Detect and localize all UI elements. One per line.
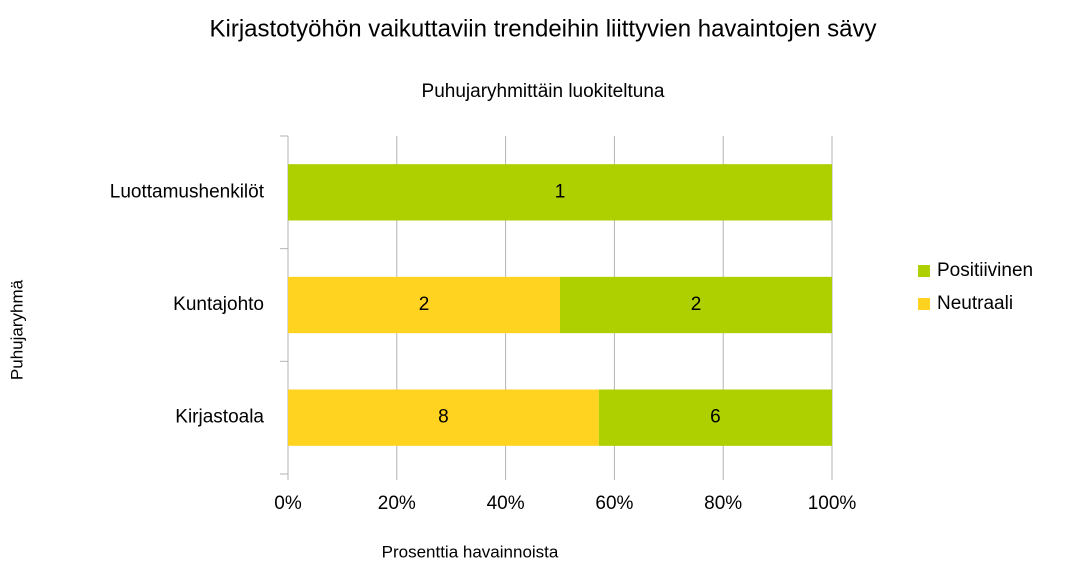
y-tick-label: Kirjastoala	[175, 407, 264, 428]
x-tick-label: 60%	[595, 493, 633, 514]
legend-label: Positiivinen	[937, 260, 1033, 281]
x-tick-label: 100%	[808, 493, 857, 514]
y-tick-label: Kuntajohto	[173, 294, 264, 315]
bar-segment	[288, 164, 832, 221]
x-tick-label: 20%	[378, 493, 416, 514]
data-label: 6	[710, 407, 721, 428]
bar-segment	[288, 276, 560, 334]
y-axis-label: Puhujaryhmä	[7, 279, 26, 380]
bar-segment	[560, 276, 832, 334]
chart-subtitle: Puhujaryhmittäin luokiteltuna	[422, 81, 665, 102]
x-tick-label: 80%	[704, 493, 742, 514]
bar-segment	[598, 389, 832, 446]
x-tick-label: 40%	[487, 493, 525, 514]
data-label: 1	[555, 181, 566, 202]
bar-segment	[288, 389, 599, 446]
data-label: 2	[691, 294, 702, 315]
data-label: 8	[438, 407, 449, 428]
y-tick-label: Luottamushenkilöt	[110, 181, 265, 202]
legend-swatch	[918, 298, 930, 310]
data-label: 2	[419, 294, 430, 315]
x-axis-label: Prosenttia havainnoista	[382, 542, 559, 561]
legend-label: Neutraali	[937, 293, 1013, 314]
x-tick-label: 0%	[274, 493, 302, 514]
chart-title: Kirjastotyöhön vaikuttaviin trendeihin l…	[209, 15, 876, 42]
legend-swatch	[918, 265, 930, 277]
